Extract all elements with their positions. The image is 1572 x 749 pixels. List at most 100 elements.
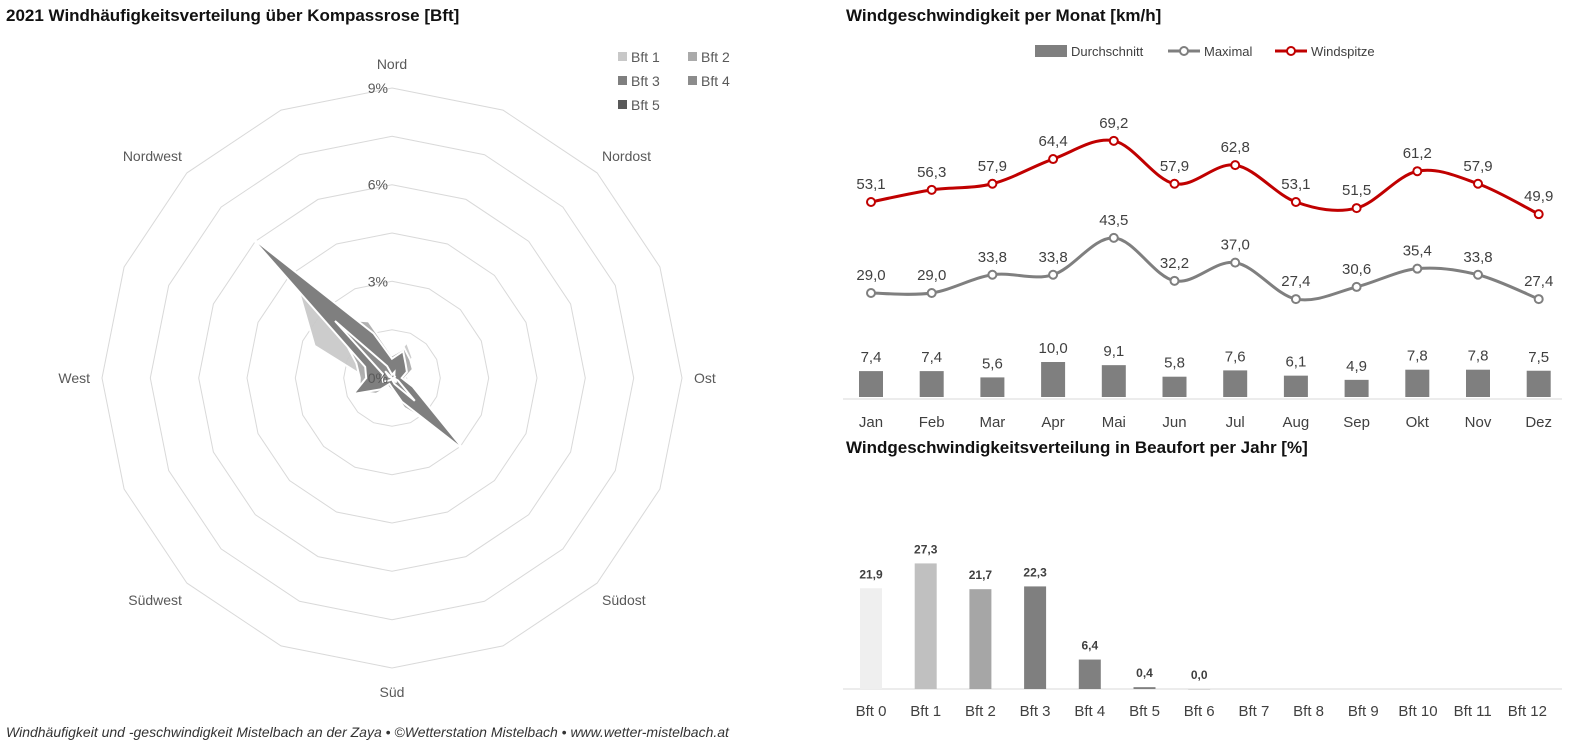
bar-durchschnitt — [1101, 365, 1126, 397]
point-label-maximal: 33,8 — [978, 249, 1007, 266]
point-label-windspitze: 57,9 — [1463, 158, 1492, 175]
point-windspitze — [1473, 178, 1483, 189]
point-label-maximal: 32,2 — [1160, 255, 1189, 272]
point-label-maximal: 43,5 — [1099, 212, 1128, 229]
point-label-windspitze: 57,9 — [1160, 158, 1189, 175]
radar-legend-label: Bft 5 — [631, 97, 660, 113]
beaufort-category-label: Bft 6 — [1184, 703, 1215, 720]
bar-value-label: 7,6 — [1225, 348, 1246, 365]
radar-direction-label: Ost — [694, 370, 716, 386]
month-label: Sep — [1343, 414, 1370, 431]
point-windspitze — [1048, 154, 1059, 165]
month-label: Mar — [979, 414, 1005, 431]
point-label-maximal: 35,4 — [1403, 243, 1432, 260]
point-label-windspitze: 69,2 — [1099, 115, 1128, 132]
point-label-windspitze: 53,1 — [1281, 176, 1310, 193]
point-label-maximal: 30,6 — [1342, 261, 1371, 278]
point-label-maximal: 29,0 — [856, 267, 885, 284]
point-windspitze — [1290, 197, 1301, 207]
point-maximal — [1351, 281, 1362, 292]
bar-durchschnitt — [859, 371, 883, 397]
bar-durchschnitt — [1344, 379, 1369, 397]
radar-direction-label: Nord — [377, 56, 407, 72]
beaufort-category-label: Bft 1 — [910, 703, 941, 720]
radar-ring — [101, 87, 683, 669]
bar-value-label: 7,8 — [1407, 348, 1428, 365]
point-windspitze — [1533, 209, 1544, 220]
month-label: Aug — [1283, 414, 1310, 431]
radar-legend-swatch — [618, 100, 627, 109]
beaufort-bar-value: 0,4 — [1136, 666, 1153, 680]
bar-durchschnitt — [1466, 369, 1490, 397]
bar-value-label: 7,4 — [921, 349, 942, 366]
point-label-windspitze: 53,1 — [856, 176, 885, 193]
legend-marker-maximal — [1179, 46, 1189, 56]
beaufort-bar — [1078, 659, 1101, 689]
point-windspitze — [866, 197, 876, 207]
beaufort-bar-value: 21,7 — [969, 568, 993, 582]
legend-marker-windspitze — [1286, 46, 1296, 56]
beaufort-category-label: Bft 2 — [965, 703, 996, 720]
month-label: Jun — [1162, 414, 1186, 431]
radar-series-bft-5 — [384, 370, 398, 384]
beaufort-bar-value: 21,9 — [859, 567, 883, 581]
radar-legend: Bft 1 Bft 2 Bft 3 Bft 4 Bft 5 — [618, 49, 730, 113]
line-windspitze — [870, 138, 1540, 216]
radar-direction-label: Nordost — [602, 148, 651, 164]
footer-credits: Windhäufigkeit und -geschwindigkeit Mist… — [6, 724, 729, 740]
beaufort-category-label: Bft 8 — [1293, 703, 1324, 720]
beaufort-category-label: Bft 11 — [1454, 703, 1492, 720]
bar-value-label: 7,8 — [1468, 348, 1489, 365]
monthly-chart-title: Windgeschwindigkeit per Monat [km/h] — [846, 6, 1162, 25]
beaufort-bar — [1133, 687, 1156, 689]
point-windspitze — [1412, 166, 1423, 177]
beaufort-bar-value: 6,4 — [1081, 639, 1098, 653]
beaufort-bar — [860, 588, 882, 689]
radar-ring — [198, 184, 586, 572]
beaufort-category-label: Bft 5 — [1129, 703, 1160, 720]
month-label: Nov — [1465, 414, 1492, 431]
point-label-maximal: 37,0 — [1221, 237, 1250, 254]
point-label-maximal: 33,8 — [1463, 249, 1492, 266]
bar-value-label: 6,1 — [1285, 354, 1306, 371]
radar-ring-label: 9% — [368, 80, 388, 96]
bar-durchschnitt — [1283, 375, 1308, 397]
beaufort-bar — [1188, 689, 1211, 690]
bar-durchschnitt — [1405, 369, 1430, 397]
radar-labels: 0% 3% 6% 9% Nord Nordost Ost Südost Süd Südwest We… — [58, 56, 716, 700]
bar-value-label: 4,9 — [1346, 358, 1367, 375]
radar-chart-title: 2021 Windhäufigkeitsverteilung über Komp… — [6, 6, 460, 25]
radar-legend-label: Bft 4 — [701, 73, 730, 89]
point-maximal — [1533, 294, 1544, 305]
beaufort-category-label: Bft 0 — [856, 703, 887, 720]
point-windspitze — [1351, 203, 1362, 214]
month-label: Apr — [1041, 414, 1064, 431]
month-label: Dez — [1525, 414, 1552, 431]
point-maximal — [1412, 263, 1423, 274]
point-windspitze — [1230, 160, 1241, 171]
radar-legend-swatch — [688, 76, 697, 85]
bar-durchschnitt — [1041, 362, 1066, 397]
legend-swatch-durchschnitt — [1035, 45, 1067, 57]
radar-grid — [101, 87, 683, 669]
radar-legend-swatch — [618, 76, 627, 85]
radar-ring — [149, 135, 635, 621]
line-maximal — [870, 236, 1540, 302]
beaufort-bar — [969, 589, 992, 689]
monthly-legend: Durchschnitt Maximal Windspitze — [1035, 44, 1375, 59]
radar-direction-label: Südwest — [128, 592, 182, 608]
month-label: Mai — [1102, 414, 1126, 431]
beaufort-category-label: Bft 9 — [1348, 703, 1379, 720]
bar-value-label: 10,0 — [1038, 340, 1067, 357]
beaufort-category-label: Bft 10 — [1398, 703, 1437, 720]
radar-ring-label: 6% — [368, 177, 388, 193]
point-maximal — [1473, 269, 1483, 280]
beaufort-category-label: Bft 4 — [1074, 703, 1105, 720]
point-maximal — [1048, 269, 1059, 280]
radar-series — [249, 235, 466, 452]
radar-direction-label: Nordwest — [123, 148, 182, 164]
radar-direction-label: Südost — [602, 592, 646, 608]
bar-value-label: 7,4 — [861, 349, 882, 366]
point-maximal — [1290, 294, 1301, 305]
